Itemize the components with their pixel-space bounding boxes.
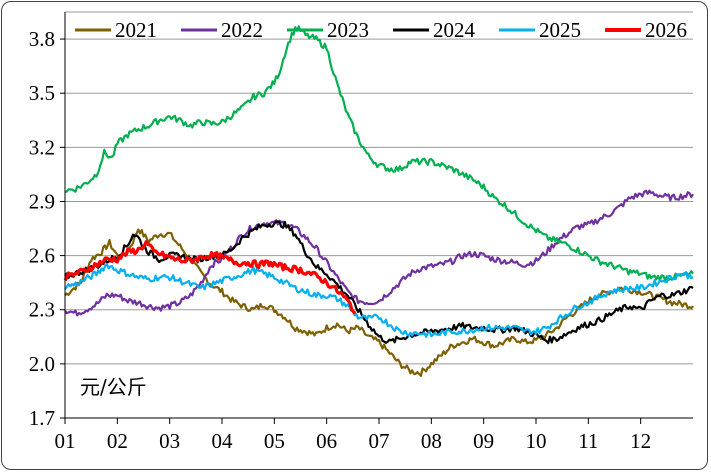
series-line-2023 xyxy=(64,25,694,282)
x-tick-label: 09 xyxy=(473,429,494,453)
unit-label: 元/公斤 xyxy=(80,375,147,399)
legend-label: 2022 xyxy=(221,18,263,42)
series-lines xyxy=(63,25,694,377)
x-tick-label: 03 xyxy=(159,429,180,453)
legend-item-2022: 2022 xyxy=(181,18,263,42)
series-line-2024 xyxy=(64,220,694,345)
x-tick-label: 04 xyxy=(212,429,234,453)
y-tick-label: 1.7 xyxy=(29,406,55,430)
legend-label: 2023 xyxy=(327,18,369,42)
series-line-2025 xyxy=(64,262,694,338)
legend-label: 2024 xyxy=(433,18,476,42)
x-tick-label: 11 xyxy=(578,429,598,453)
y-tick-label: 3.8 xyxy=(29,27,55,51)
legend-item-2023: 2023 xyxy=(287,18,369,42)
y-tick-label: 2.0 xyxy=(29,352,55,376)
x-tick-label: 07 xyxy=(369,429,390,453)
y-tick-label: 2.6 xyxy=(29,244,55,268)
legend-label: 2025 xyxy=(539,18,581,42)
gridlines xyxy=(65,11,693,365)
y-tick-label: 2.3 xyxy=(29,298,55,322)
legend-item-2026: 2026 xyxy=(605,18,687,42)
x-tick-label: 10 xyxy=(526,429,547,453)
legend-label: 2026 xyxy=(645,18,687,42)
x-tick-label: 01 xyxy=(55,429,76,453)
x-tick-label: 06 xyxy=(316,429,337,453)
series-line-2022 xyxy=(64,189,694,317)
x-tick-label: 12 xyxy=(630,429,651,453)
series-line-2021 xyxy=(64,228,694,377)
y-tick-label: 2.9 xyxy=(29,189,55,213)
legend-item-2024: 2024 xyxy=(393,18,476,42)
legend-item-2025: 2025 xyxy=(499,18,581,42)
y-tick-label: 3.2 xyxy=(29,135,55,159)
x-tick-label: 02 xyxy=(107,429,128,453)
x-tick-label: 08 xyxy=(421,429,442,453)
legend: 2021 2022 2023 2024 2025 2026 xyxy=(75,18,687,42)
series-line-2026 xyxy=(63,240,357,315)
y-tick-label: 3.5 xyxy=(29,81,55,105)
axes xyxy=(60,12,693,424)
legend-label: 2021 xyxy=(115,18,157,42)
x-tick-label: 05 xyxy=(264,429,285,453)
tick-labels: 1.7 2.0 2.3 2.6 2.9 3.2 3.5 3.8 01 02 03 04 05 06 07 08… xyxy=(29,27,651,453)
legend-item-2021: 2021 xyxy=(75,18,157,42)
